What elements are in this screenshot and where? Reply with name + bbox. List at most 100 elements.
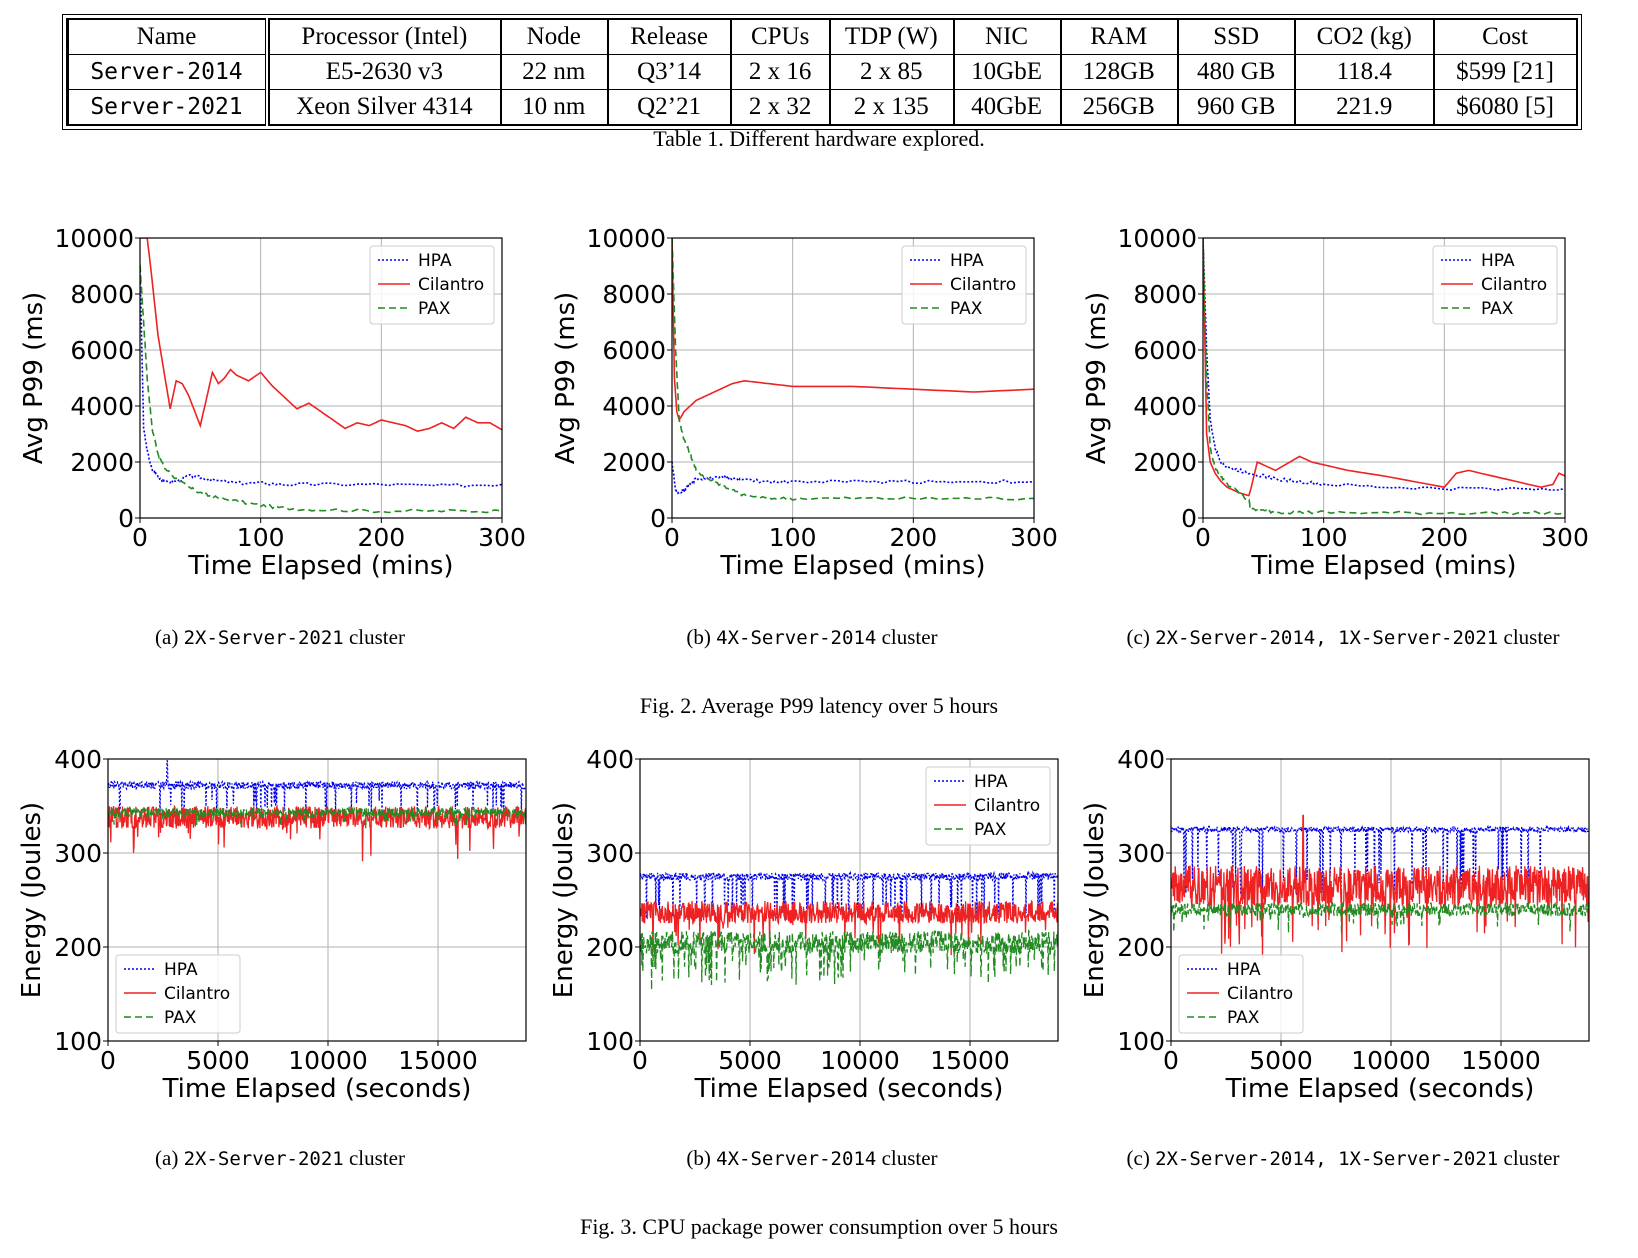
legend-label: HPA bbox=[1481, 251, 1515, 271]
legend: HPA Cilantro PAX bbox=[369, 245, 495, 325]
y-tick-label: 0 bbox=[1181, 504, 1197, 533]
x-tick-label: 15000 bbox=[1461, 1046, 1541, 1075]
table-header-cell: Cost bbox=[1433, 18, 1578, 55]
series-line-pax bbox=[108, 805, 526, 829]
plot-frame bbox=[671, 237, 1035, 519]
x-tick-label: 300 bbox=[1010, 523, 1058, 552]
legend-label: PAX bbox=[1227, 1008, 1260, 1028]
x-tick-label: 100 bbox=[769, 523, 817, 552]
fig2-subcaption-a: (a) 2X-Server-2021 cluster bbox=[155, 625, 405, 649]
legend-label: Cilantro bbox=[164, 984, 230, 1004]
y-tick-label: 4000 bbox=[70, 392, 134, 421]
table-cell: 2 x 16 bbox=[730, 54, 830, 90]
y-axis-label: Energy (Joules) bbox=[1080, 802, 1110, 998]
y-tick-label: 0 bbox=[650, 504, 666, 533]
x-tick-label: 200 bbox=[889, 523, 937, 552]
x-tick-label: 0 bbox=[632, 1046, 648, 1075]
table-cell: Q3’14 bbox=[606, 54, 732, 90]
y-tick-label: 100 bbox=[54, 1027, 102, 1056]
series-line-pax bbox=[640, 929, 1058, 991]
series-line-pax bbox=[1171, 901, 1589, 933]
legend-label: PAX bbox=[1481, 299, 1514, 319]
legend-label: HPA bbox=[164, 960, 198, 980]
table-header-cell: RAM bbox=[1059, 18, 1178, 55]
legend: HPA Cilantro PAX bbox=[901, 245, 1027, 325]
legend-box bbox=[925, 766, 1051, 846]
legend: HPA Cilantro PAX bbox=[1178, 954, 1304, 1034]
fig2-caption: Fig. 2. Average P99 latency over 5 hours bbox=[639, 693, 999, 718]
legend-label: HPA bbox=[418, 251, 452, 271]
table-cell: 10 nm bbox=[499, 89, 608, 126]
x-tick-label: 300 bbox=[478, 523, 526, 552]
energy-chart-c: 0 5000 10000 15000 100 200 300 400 Time Elapsed … bbox=[1080, 745, 1590, 1104]
fig2-subcaption-c: (c) 2X-Server-2014, 1X-Server-2021 clust… bbox=[1126, 625, 1560, 649]
y-tick-label: 400 bbox=[586, 745, 634, 774]
x-tick-label: 5000 bbox=[186, 1046, 250, 1075]
energy-chart-b: 0 5000 10000 15000 100 200 300 400 Time Elapsed … bbox=[549, 745, 1059, 1104]
y-tick-label: 200 bbox=[54, 933, 102, 962]
series-line-hpa bbox=[640, 870, 1058, 921]
x-tick-label: 15000 bbox=[398, 1046, 478, 1075]
x-tick-label: 0 bbox=[1195, 523, 1211, 552]
table-header-cell: Node bbox=[499, 18, 608, 55]
x-tick-label: 0 bbox=[664, 523, 680, 552]
table-cell: 118.4 bbox=[1294, 54, 1435, 90]
y-tick-label: 10000 bbox=[1117, 224, 1197, 253]
y-tick-label: 200 bbox=[586, 933, 634, 962]
x-tick-label: 0 bbox=[100, 1046, 116, 1075]
table-cell: $599 [21] bbox=[1433, 54, 1578, 90]
latency-chart-a: 0 100 200 300 0 2000 4000 6000 8000 10000 Time Ela… bbox=[19, 224, 526, 581]
y-tick-label: 0 bbox=[118, 504, 134, 533]
legend-label: PAX bbox=[974, 820, 1007, 840]
legend-label: PAX bbox=[418, 299, 451, 319]
legend-box bbox=[901, 245, 1027, 325]
series-line-hpa bbox=[672, 461, 1034, 495]
x-axis-label: Time Elapsed (mins) bbox=[187, 551, 453, 581]
table-caption: Table 1. Different hardware explored. bbox=[653, 126, 985, 151]
x-tick-label: 200 bbox=[1420, 523, 1468, 552]
table-header-cell: CO2 (kg) bbox=[1294, 18, 1435, 55]
legend: HPA Cilantro PAX bbox=[115, 954, 241, 1034]
table-cell: 2 x 135 bbox=[828, 89, 954, 126]
latency-chart-c: 0 100 200 300 0 2000 4000 6000 8000 10000 Time Ela… bbox=[1082, 224, 1589, 581]
table-row: Server-2021 Xeon Silver 4314 10 nm Q2’21 2 x… bbox=[66, 89, 1578, 126]
table-cell: Xeon Silver 4314 bbox=[266, 89, 501, 126]
y-axis-label: Avg P99 (ms) bbox=[551, 292, 581, 465]
x-tick-label: 10000 bbox=[288, 1046, 368, 1075]
y-tick-label: 4000 bbox=[602, 392, 666, 421]
fig3-caption: Fig. 3. CPU package power consumption ov… bbox=[580, 1214, 1058, 1239]
legend-box bbox=[1432, 245, 1558, 325]
legend-label: Cilantro bbox=[974, 796, 1040, 816]
fig3-subcaption-b: (b) 4X-Server-2014 cluster bbox=[686, 1146, 938, 1170]
y-tick-label: 6000 bbox=[602, 336, 666, 365]
legend-label: HPA bbox=[950, 251, 984, 271]
energy-chart-a: 0 5000 10000 15000 100 200 300 400 Time Elapsed … bbox=[17, 745, 527, 1104]
x-axis-label: Time Elapsed (mins) bbox=[1250, 551, 1516, 581]
legend-label: Cilantro bbox=[418, 275, 484, 295]
x-tick-label: 15000 bbox=[930, 1046, 1010, 1075]
legend-box bbox=[1178, 954, 1304, 1034]
y-tick-label: 2000 bbox=[1133, 448, 1197, 477]
x-tick-label: 5000 bbox=[718, 1046, 782, 1075]
table-header-cell: Name bbox=[66, 18, 269, 55]
series-line-pax bbox=[672, 239, 1034, 501]
table-cell: 40GbE bbox=[952, 89, 1061, 126]
y-tick-label: 6000 bbox=[1133, 336, 1197, 365]
hardware-table: Name Processor (Intel) Node Release CPUs TDP … bbox=[62, 14, 1582, 130]
table-cell: Q2’21 bbox=[606, 89, 732, 126]
plot-frame bbox=[107, 758, 527, 1042]
plot-frame bbox=[639, 758, 1059, 1042]
legend-label: PAX bbox=[164, 1008, 197, 1028]
y-tick-label: 10000 bbox=[54, 224, 134, 253]
legend: HPA Cilantro PAX bbox=[925, 766, 1051, 846]
table-cell: Server-2021 bbox=[66, 89, 269, 126]
y-tick-label: 100 bbox=[1117, 1027, 1165, 1056]
series-line-hpa bbox=[140, 266, 502, 488]
series-line-hpa bbox=[1171, 824, 1589, 898]
table-cell: 2 x 85 bbox=[828, 54, 954, 90]
x-axis-label: Time Elapsed (mins) bbox=[719, 551, 985, 581]
table-header-cell: NIC bbox=[952, 18, 1061, 55]
y-tick-label: 8000 bbox=[1133, 280, 1197, 309]
x-tick-label: 0 bbox=[132, 523, 148, 552]
series-line-cilantro bbox=[1203, 238, 1565, 497]
